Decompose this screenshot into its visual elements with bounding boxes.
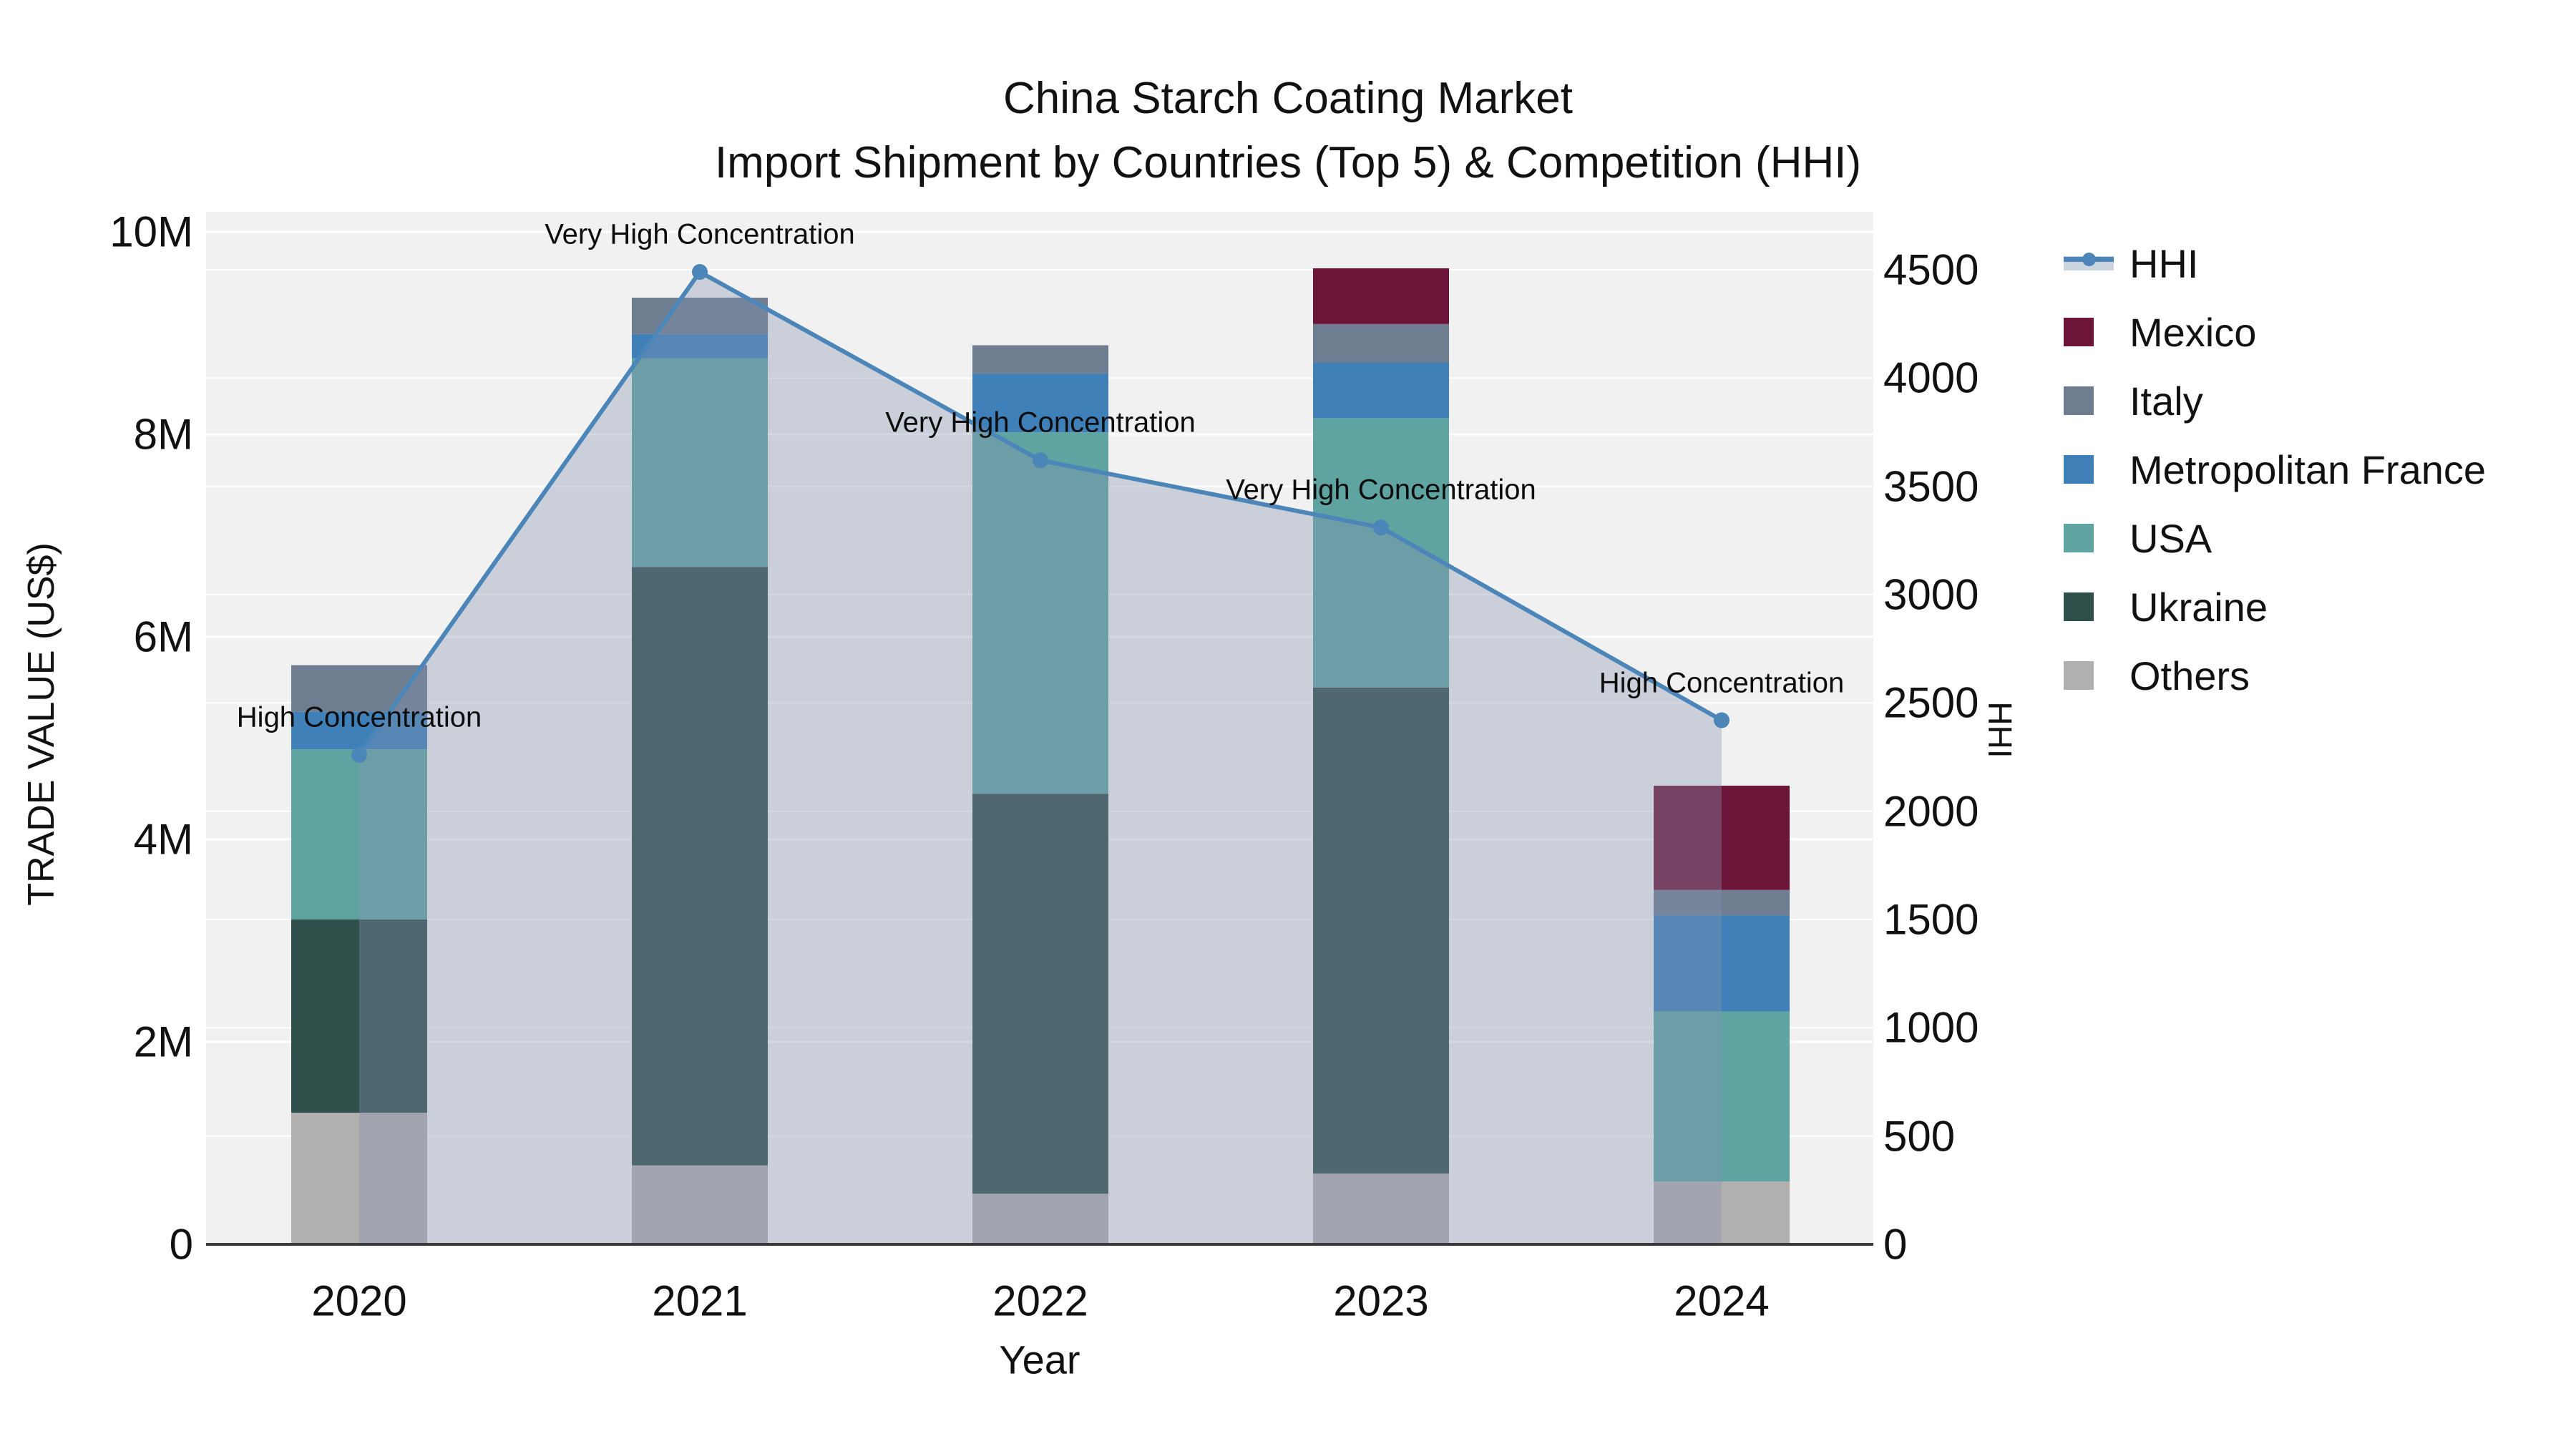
legend-label: Mexico [2129, 309, 2257, 355]
right-tick-label-9: 4500 [1883, 245, 1979, 294]
bar-segment-2023-others [1313, 1173, 1449, 1244]
x-tick-label-2024: 2024 [1674, 1277, 1770, 1325]
bar-segment-2021-ukraine [632, 567, 768, 1166]
legend-swatch-icon [2064, 384, 2114, 417]
left-tick-label-3: 6M [133, 613, 193, 661]
bar-segment-2023-mexico [1313, 268, 1449, 324]
right-tick-label-2: 1000 [1883, 1003, 1979, 1052]
color-swatch [2064, 455, 2094, 484]
bar-segment-2021-others [632, 1165, 768, 1244]
legend: HHI Mexico Italy Metropolitan France USA Ukra… [2064, 241, 2486, 698]
bar-segment-2024-metropolitan-france [1654, 915, 1790, 1012]
legend-swatch-icon [2064, 316, 2114, 348]
chart-title-line1: China Starch Coating Market [1002, 74, 1574, 123]
hhi-line-legend-icon [2064, 247, 2114, 280]
left-tick-label-5: 10M [109, 208, 193, 256]
legend-swatch-icon [2064, 590, 2114, 623]
hhi-marker-swatch [2082, 253, 2096, 266]
right-tick-label-5: 2500 [1883, 678, 1979, 727]
bar-segment-2022-italy [972, 345, 1108, 374]
legend-label: Metropolitan France [2129, 447, 2487, 492]
right-tick-label-0: 0 [1883, 1220, 1908, 1269]
legend-swatch-icon [2064, 522, 2114, 555]
legend-item-italy: Italy [2064, 379, 2486, 424]
legend-label: Others [2129, 653, 2250, 698]
legend-label: Italy [2129, 378, 2203, 424]
bar-segment-2021-usa [632, 358, 768, 567]
right-tick-label-3: 1500 [1883, 895, 1979, 944]
legend-label: Ukraine [2129, 584, 2268, 630]
bar-segment-2022-usa [972, 432, 1108, 794]
chart-title-line2: Import Shipment by Countries (Top 5) & C… [714, 138, 1862, 187]
color-swatch [2064, 386, 2094, 415]
bar-segment-2024-mexico [1654, 786, 1790, 890]
color-swatch [2064, 661, 2094, 690]
legend-item-metropolitan-france: Metropolitan France [2064, 447, 2486, 492]
left-tick-label-0: 0 [169, 1220, 193, 1269]
legend-item-usa: USA [2064, 516, 2486, 561]
annotation-2020: High Concentration [236, 701, 482, 733]
legend-label: HHI [2129, 240, 2199, 286]
color-swatch [2064, 318, 2094, 346]
bar-segment-2022-others [972, 1194, 1108, 1244]
annotation-2024: High Concentration [1599, 667, 1845, 699]
x-tick-label-2022: 2022 [992, 1277, 1088, 1325]
x-tick-label-2021: 2021 [652, 1277, 748, 1325]
left-axis-title: TRADE VALUE (US$) [21, 542, 62, 906]
legend-item-hhi: HHI [2064, 241, 2486, 286]
x-axis-title: Year [999, 1337, 1080, 1382]
x-tick-label-2020: 2020 [311, 1277, 407, 1325]
color-swatch [2064, 524, 2094, 552]
legend-item-ukraine: Ukraine [2064, 585, 2486, 630]
x-axis-line [206, 1243, 1873, 1246]
left-tick-label-4: 8M [133, 410, 193, 459]
left-tick-label-2: 4M [133, 815, 193, 864]
bar-segment-2024-italy [1654, 889, 1790, 916]
bar-segment-2023-ukraine [1313, 687, 1449, 1174]
bar-segment-2022-metropolitan-france [972, 374, 1108, 433]
bar-segment-2022-ukraine [972, 794, 1108, 1194]
legend-item-mexico: Mexico [2064, 310, 2486, 355]
hhi-marker-2024 [1714, 712, 1729, 728]
bar-segment-2020-others [291, 1113, 427, 1244]
hhi-marker-2022 [1033, 452, 1048, 469]
bar-segment-2020-metropolitan-france [291, 711, 427, 750]
legend-label: USA [2129, 515, 2212, 561]
right-tick-label-8: 4000 [1883, 353, 1979, 402]
x-tick-label-2023: 2023 [1333, 1277, 1429, 1325]
right-tick-label-4: 2000 [1883, 787, 1979, 836]
right-axis-title: HHI [1981, 701, 2019, 758]
hhi-marker-2023 [1373, 519, 1389, 536]
right-tick-label-6: 3000 [1883, 570, 1979, 619]
left-tick-label-1: 2M [133, 1018, 193, 1066]
right-tick-label-7: 3500 [1883, 462, 1979, 511]
bar-segment-2024-others [1654, 1181, 1790, 1244]
bar-segment-2024-usa [1654, 1011, 1790, 1182]
color-swatch [2064, 592, 2094, 621]
bar-segment-2020-usa [291, 749, 427, 919]
bar-segment-2020-ukraine [291, 919, 427, 1113]
annotation-2021: Very High Concentration [545, 218, 855, 250]
bar-segment-2021-italy [632, 297, 768, 334]
hhi-area-fill [359, 272, 1722, 1245]
hhi-marker-2021 [692, 264, 708, 280]
bar-segment-2023-metropolitan-france [1313, 362, 1449, 419]
legend-swatch-icon [2064, 659, 2114, 692]
hhi-marker-2020 [351, 746, 367, 763]
annotation-2022: Very High Concentration [885, 406, 1196, 439]
annotation-2023: Very High Concentration [1226, 474, 1536, 506]
legend-item-others: Others [2064, 653, 2486, 698]
bar-segment-2023-italy [1313, 323, 1449, 363]
right-tick-label-1: 500 [1883, 1112, 1956, 1161]
legend-swatch-icon [2064, 453, 2114, 486]
